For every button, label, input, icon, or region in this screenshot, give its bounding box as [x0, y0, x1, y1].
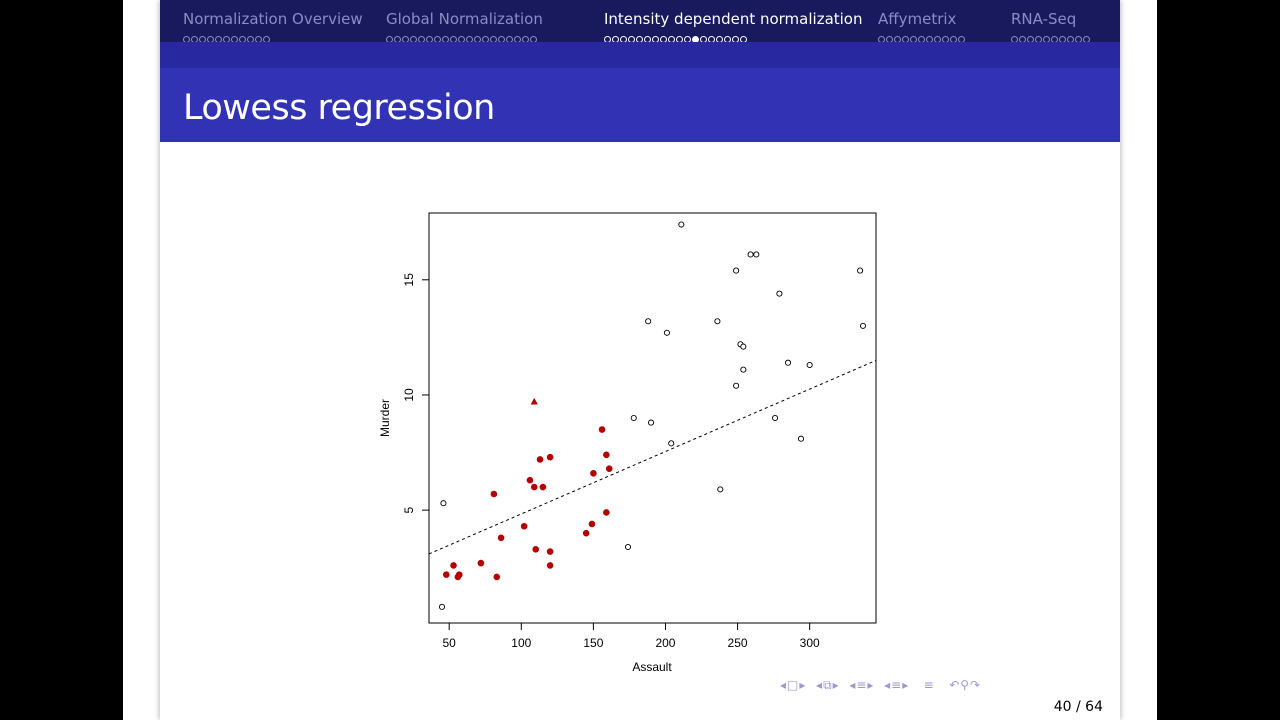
page-number: 40 / 64	[1053, 699, 1103, 715]
nav-prev-icon[interactable]: ◂	[780, 678, 788, 692]
nav-prev-icon[interactable]: ◂	[849, 678, 857, 692]
data-point	[645, 318, 652, 325]
y-tick-label: 15	[402, 273, 416, 287]
x-tick-label: 250	[728, 636, 748, 650]
beamer-navigation-symbols[interactable]: ◂□▸ ◂⧉▸ ◂≡▸ ◂≡▸ ≡ ↶⚲↷	[780, 678, 981, 693]
data-point	[859, 322, 867, 329]
highlighted-point	[526, 476, 534, 484]
data-point	[806, 361, 813, 369]
x-tick-label: 200	[655, 636, 675, 650]
lowess-fit-line	[428, 359, 877, 555]
data-point	[440, 500, 447, 507]
highlighted-triangle-point	[530, 397, 538, 405]
data-point	[438, 603, 446, 610]
nav-section-affymetrix[interactable]: Affymetrix	[878, 10, 957, 28]
highlighted-point	[546, 548, 554, 555]
highlighted-point	[603, 509, 610, 516]
align-icon[interactable]: ≡	[923, 678, 935, 692]
highlighted-point	[603, 451, 610, 459]
data-point	[747, 251, 754, 258]
highlighted-point	[443, 571, 450, 578]
highlighted-point	[532, 545, 540, 553]
data-point	[733, 382, 740, 389]
nav-next-icon[interactable]: ▸	[832, 678, 840, 692]
y-tick-label: 5	[402, 506, 416, 513]
x-tick-label: 150	[583, 636, 603, 650]
nav-next-icon[interactable]: ▸	[902, 678, 910, 692]
highlighted-point	[530, 483, 538, 491]
highlighted-point	[605, 465, 613, 472]
highlighted-point	[588, 520, 596, 528]
y-axis: 5 10 15	[402, 273, 430, 513]
data-point	[624, 543, 632, 551]
data-point	[648, 419, 655, 426]
data-point	[668, 440, 675, 447]
data-point	[776, 290, 783, 297]
section-navbar: Normalization Overview Global Normalizat…	[160, 0, 1120, 43]
highlighted-point	[520, 522, 528, 530]
section-icon[interactable]: ≡	[856, 678, 868, 692]
x-tick-label: 100	[511, 636, 531, 650]
nav-prev-icon[interactable]: ◂	[884, 678, 892, 692]
highlighted-point	[546, 453, 554, 461]
x-axis-label: Assault	[632, 660, 672, 674]
highlighted-point	[536, 456, 544, 463]
frame-title-bar: Lowess regression	[160, 68, 1120, 142]
highlighted-point	[493, 573, 501, 581]
x-axis: 50 100 150 200 250 300	[443, 622, 820, 650]
data-point	[772, 414, 779, 422]
scatter-plot: 50 100 150 200 250 300 5 10 15 Assault Murder	[378, 212, 877, 674]
highlighted-point	[477, 559, 485, 567]
y-tick-label: 10	[402, 388, 416, 402]
data-point	[797, 435, 805, 442]
frame-title: Lowess regression	[183, 88, 495, 128]
data-point	[717, 486, 724, 493]
data-point	[784, 359, 792, 366]
highlighted-point	[590, 469, 597, 477]
subsection-icon[interactable]: ⧉	[823, 678, 833, 692]
doc-icon[interactable]: ≡	[891, 678, 903, 692]
data-point	[857, 267, 864, 274]
highlighted-point	[539, 483, 547, 491]
nav-section-intensity-dependent[interactable]: Intensity dependent normalization	[604, 10, 863, 28]
data-point	[753, 251, 760, 258]
frame-icon[interactable]: □	[787, 678, 800, 692]
nav-section-normalization-overview[interactable]: Normalization Overview	[183, 10, 363, 28]
highlighted-point	[497, 534, 505, 542]
data-point	[733, 267, 740, 274]
highlighted-point	[454, 573, 462, 581]
plot-frame	[428, 212, 877, 624]
nav-section-rna-seq[interactable]: RNA-Seq	[1011, 10, 1077, 28]
highlighted-point	[582, 529, 590, 537]
highlighted-point	[598, 426, 606, 433]
lowess-line	[428, 359, 877, 555]
data-point	[714, 318, 721, 325]
data-point	[740, 366, 747, 373]
x-tick-label: 300	[800, 636, 820, 650]
data-point	[663, 329, 670, 336]
nav-next-icon[interactable]: ▸	[867, 678, 875, 692]
slide: Normalization Overview Global Normalizat…	[160, 0, 1120, 720]
undo-icon[interactable]: ↶	[949, 678, 961, 692]
redo-icon[interactable]: ↷	[970, 678, 982, 692]
data-point	[740, 343, 747, 350]
nav-next-icon[interactable]: ▸	[799, 678, 807, 692]
search-icon[interactable]: ⚲	[960, 678, 971, 692]
x-tick-label: 50	[443, 636, 457, 650]
subsection-bar	[160, 42, 1120, 68]
data-points	[438, 221, 867, 610]
nav-prev-icon[interactable]: ◂	[816, 678, 824, 692]
data-point	[678, 221, 685, 228]
y-axis-label: Murder	[378, 399, 392, 437]
nav-section-global-normalization[interactable]: Global Normalization	[386, 10, 543, 28]
highlighted-point	[546, 562, 554, 569]
highlighted-point	[490, 490, 498, 498]
highlighted-point	[450, 562, 457, 569]
data-point	[630, 414, 637, 422]
